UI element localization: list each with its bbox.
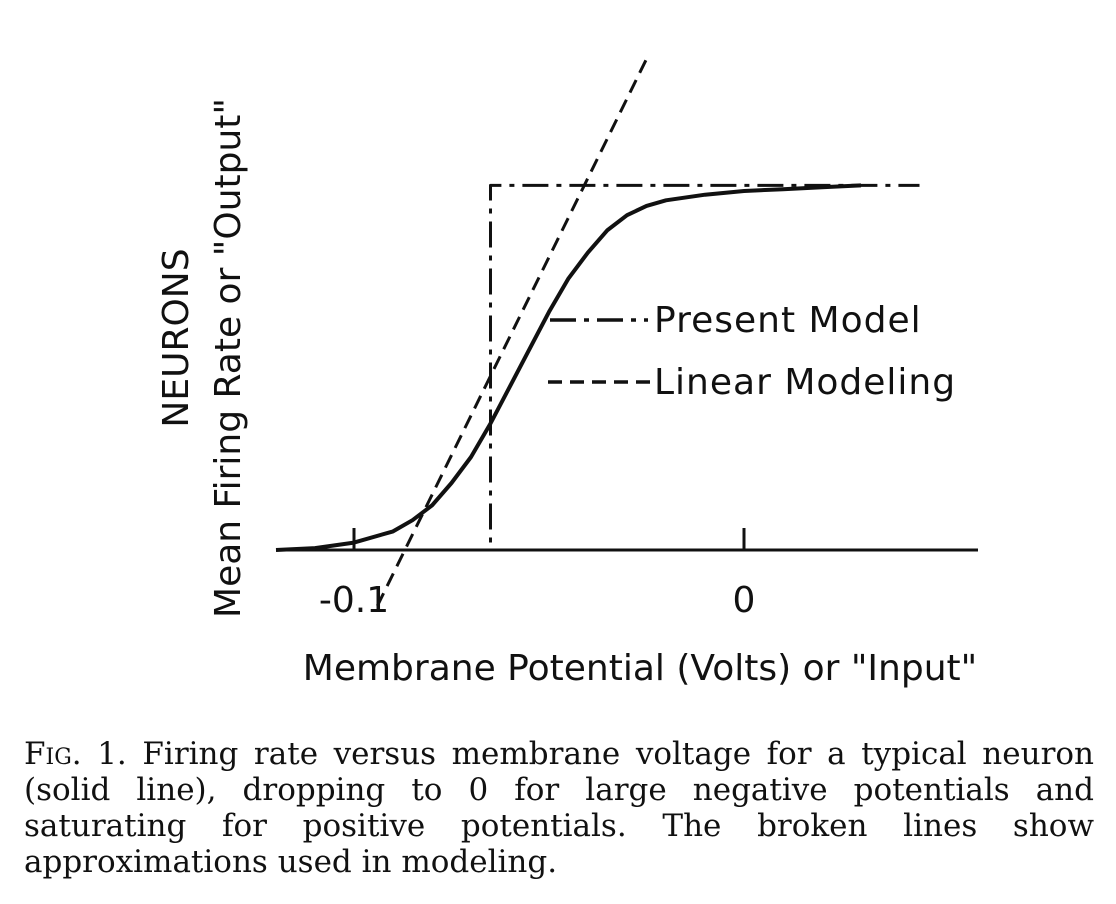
x-tick-label-0: -0.1 [319,580,389,621]
y-axis-label-line1: NEURONS [156,248,197,427]
legend: Present Model Linear Modeling [548,300,956,403]
series-line-linear-modeling [376,58,648,607]
x-axis-label: Membrane Potential (Volts) or "Input" [303,648,977,689]
legend-label-linear-modeling: Linear Modeling [654,362,956,403]
y-axis-label-line2: Mean Firing Rate or "Output" [208,98,249,618]
series-line-firing-rate [275,183,862,552]
plot-area: -0.1 0 [275,58,978,621]
figure-caption: Fig. 1. Firing rate versus membrane volt… [24,736,1094,880]
series-line-present-model [276,183,920,552]
caption-label: Fig. 1. [24,736,127,772]
x-tick-label-1: 0 [733,580,756,621]
caption-text: Firing rate versus membrane voltage for … [24,736,1095,880]
legend-label-present-model: Present Model [654,300,922,341]
